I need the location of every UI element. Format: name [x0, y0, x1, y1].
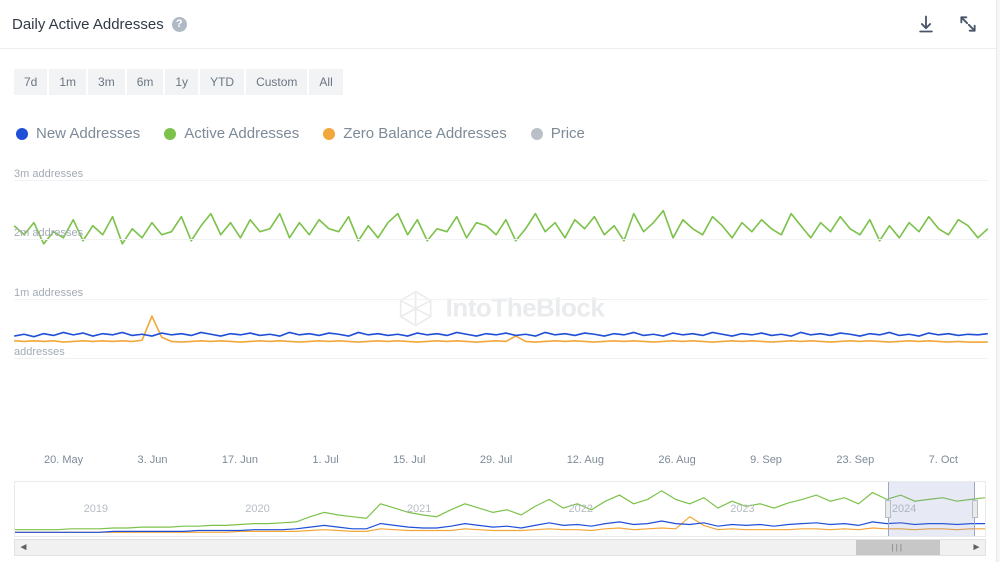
legend-label: Active Addresses [184, 125, 299, 142]
download-icon[interactable] [916, 14, 936, 34]
scrollbar-left-arrow[interactable]: ◄ [15, 540, 32, 555]
range-all[interactable]: All [309, 69, 342, 95]
legend-item-zero-balance-addresses[interactable]: Zero Balance Addresses [323, 125, 506, 142]
x-tick-label: 15. Jul [393, 454, 425, 466]
scrollbar-track[interactable]: ||| [32, 540, 968, 555]
gridline [14, 180, 988, 181]
right-edge-divider [996, 0, 1000, 562]
legend-label: Price [551, 125, 585, 142]
legend-item-price[interactable]: Price [531, 125, 585, 142]
scrollbar-thumb[interactable]: ||| [856, 540, 940, 555]
main-chart[interactable]: IntoTheBlock 20. May3. Jun17. Jun1. Jul1… [2, 150, 998, 463]
legend-dot-icon [323, 128, 335, 140]
x-tick-label: 3. Jun [138, 454, 168, 466]
x-tick-label: 17. Jun [222, 454, 258, 466]
range-6m[interactable]: 6m [127, 69, 164, 95]
legend: New Addresses Active Addresses Zero Balanc… [0, 95, 1000, 142]
x-axis-labels: 20. May 3. Jun 17. Jun 1. Jul 15. Jul 29. Jul… [14, 454, 988, 466]
series-line-zero [14, 316, 988, 342]
x-tick-label: 29. Jul [480, 454, 512, 466]
gridline [14, 299, 988, 300]
gridline [14, 358, 988, 359]
x-tick-label: 26. Aug [658, 454, 695, 466]
navigator-handle-left[interactable] [885, 500, 891, 518]
fullscreen-icon[interactable] [958, 14, 978, 34]
navigator-window[interactable] [888, 482, 975, 536]
y-axis-label: 3m addresses [14, 168, 83, 180]
scrollbar-right-arrow[interactable]: ► [968, 540, 985, 555]
navigator[interactable]: 201920202021202220232024 [14, 481, 986, 537]
horizontal-scrollbar[interactable]: ◄ ||| ► [14, 539, 986, 556]
range-selector: 7d1m3m6m1yYTDCustomAll [0, 49, 1000, 95]
x-tick-label: 20. May [44, 454, 83, 466]
x-tick-label: 1. Jul [312, 454, 338, 466]
x-tick-label: 9. Sep [750, 454, 782, 466]
legend-dot-icon [164, 128, 176, 140]
legend-dot-icon [16, 128, 28, 140]
legend-item-active-addresses[interactable]: Active Addresses [164, 125, 299, 142]
range-3m[interactable]: 3m [88, 69, 125, 95]
range-custom[interactable]: Custom [246, 69, 307, 95]
legend-label: Zero Balance Addresses [343, 125, 506, 142]
help-icon[interactable]: ? [172, 17, 187, 32]
legend-item-new-addresses[interactable]: New Addresses [16, 125, 140, 142]
page-title: Daily Active Addresses [12, 16, 164, 33]
range-7d[interactable]: 7d [14, 69, 47, 95]
y-axis-label: addresses [14, 346, 65, 358]
y-axis-label: 1m addresses [14, 287, 83, 299]
legend-dot-icon [531, 128, 543, 140]
x-tick-label: 12. Aug [567, 454, 604, 466]
range-1m[interactable]: 1m [49, 69, 86, 95]
legend-label: New Addresses [36, 125, 140, 142]
x-tick-label: 7. Oct [929, 454, 958, 466]
x-tick-label: 23. Sep [836, 454, 874, 466]
navigator-handle-right[interactable] [972, 500, 978, 518]
gridline [14, 239, 988, 240]
header-bar: Daily Active Addresses ? [0, 0, 1000, 49]
range-1y[interactable]: 1y [165, 69, 198, 95]
app-root: Daily Active Addresses ? 7d1m3m6m1yYTDCu… [0, 0, 1000, 562]
y-axis-label: 2m addresses [14, 227, 83, 239]
range-ytd[interactable]: YTD [200, 69, 244, 95]
